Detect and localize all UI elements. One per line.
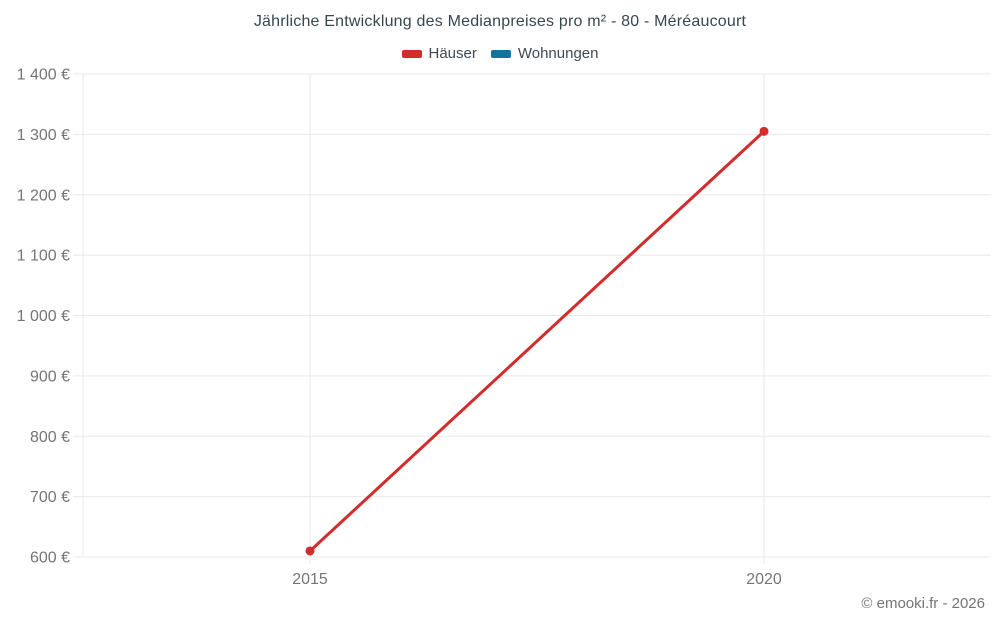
legend-label-hauser: Häuser [428,45,477,62]
legend-item-hauser[interactable]: Häuser [401,45,477,62]
x-tick-label: 2015 [292,571,328,588]
legend-swatch-hauser-icon [401,49,422,58]
y-tick-label: 700 € [30,489,70,506]
x-tick-label: 2020 [746,571,782,588]
y-tick-label: 600 € [30,550,70,567]
y-tick-label: 1 300 € [17,127,70,144]
y-tick-label: 1 100 € [17,248,70,265]
y-tick-label: 1 000 € [17,308,70,325]
y-tick-label: 800 € [30,429,70,446]
data-point[interactable] [305,546,315,556]
series-line-0[interactable] [308,129,766,553]
legend: Häuser Wohnungen [0,45,1000,62]
y-tick-label: 1 200 € [17,187,70,204]
legend-label-wohnungen: Wohnungen [517,45,599,62]
copyright: © emooki.fr - 2026 [861,595,985,612]
legend-swatch-wohnungen-icon [490,49,511,58]
data-point[interactable] [759,126,769,136]
y-tick-label: 900 € [30,368,70,385]
y-tick-label: 1 400 € [17,67,70,84]
legend-item-wohnungen[interactable]: Wohnungen [490,45,599,62]
chart-title: Jährliche Entwicklung des Medianpreises … [253,13,747,30]
